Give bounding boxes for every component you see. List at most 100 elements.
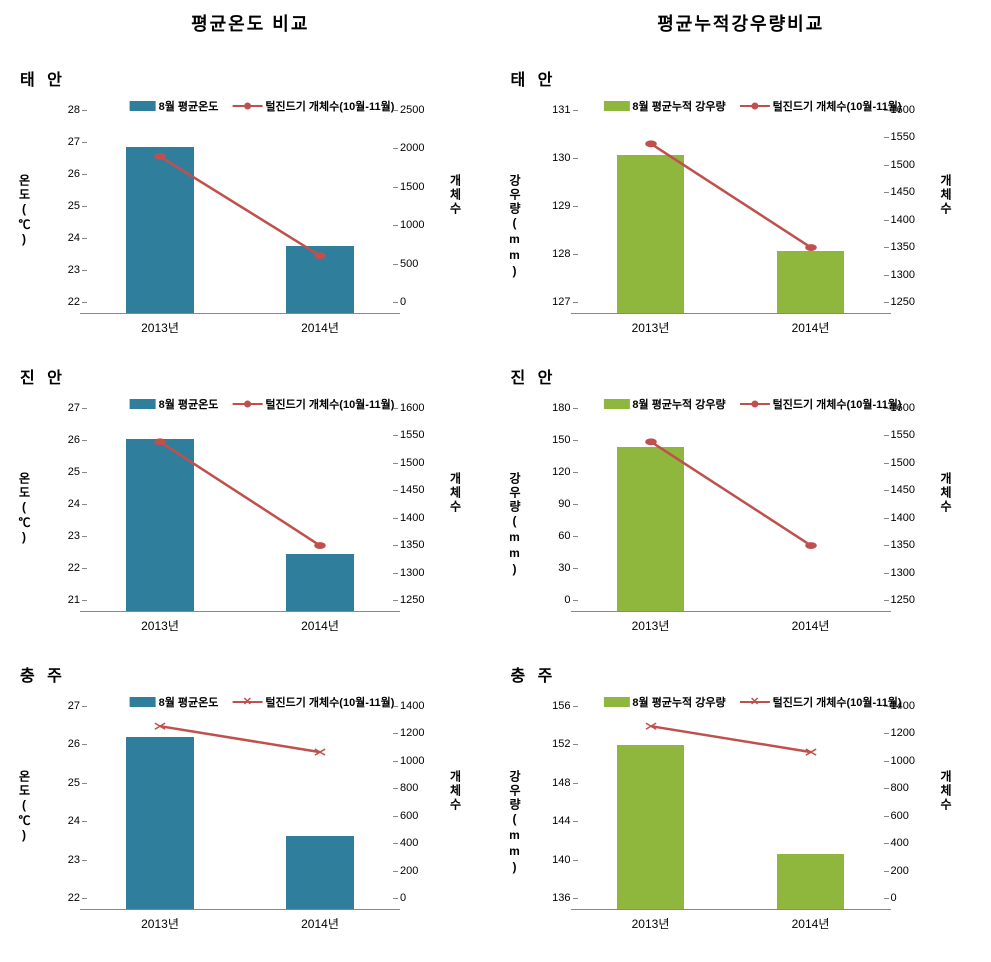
y-tick-right: 400 bbox=[400, 837, 450, 849]
y-tick-right: 0 bbox=[891, 892, 941, 904]
x-tick-label: 2014년 bbox=[792, 915, 830, 932]
y-axis-left: 21222324252627 bbox=[30, 420, 80, 612]
legend-swatch-line bbox=[232, 105, 262, 107]
y-title-right: 개체수 bbox=[938, 174, 955, 216]
y-tick-right: 1400 bbox=[891, 214, 941, 226]
legend-swatch-bar bbox=[603, 697, 629, 707]
line-marker bbox=[645, 140, 657, 147]
x-tick-label: 2013년 bbox=[632, 915, 670, 932]
region-title: 충 주 bbox=[511, 662, 972, 686]
y-tick-right: 1300 bbox=[891, 567, 941, 579]
y-tick-left: 150 bbox=[521, 434, 571, 446]
plot-area bbox=[80, 122, 400, 314]
x-tick-label: 2013년 bbox=[141, 915, 179, 932]
chart-cell: 충 주8월 평균온도✕털진드기 개체수(10월-11월)222324252627… bbox=[20, 662, 481, 940]
y-axis-right: 0200400600800100012001400 bbox=[891, 718, 941, 910]
legend-swatch-line bbox=[740, 403, 770, 405]
y-tick-left: 27 bbox=[30, 136, 80, 148]
y-tick-left: 128 bbox=[521, 248, 571, 260]
y-tick-right: 600 bbox=[891, 810, 941, 822]
y-title-left: 강우량(mm) bbox=[507, 770, 524, 876]
y-tick-left: 0 bbox=[521, 594, 571, 606]
y-tick-right: 1500 bbox=[400, 181, 450, 193]
chart-wrap: 8월 평균누적 강우량털진드기 개체수(10월-11월)030609012015… bbox=[511, 392, 951, 642]
plot-area bbox=[80, 718, 400, 910]
plot-area bbox=[80, 420, 400, 612]
y-tick-right: 1200 bbox=[400, 727, 450, 739]
y-axis-right: 05001000150020002500 bbox=[400, 122, 450, 314]
legend-swatch-line bbox=[740, 105, 770, 107]
y-title-right: 개체수 bbox=[447, 174, 464, 216]
y-tick-left: 24 bbox=[30, 815, 80, 827]
y-tick-right: 2000 bbox=[400, 142, 450, 154]
y-tick-left: 28 bbox=[30, 104, 80, 116]
line-series bbox=[571, 122, 891, 313]
chart-legend: 8월 평균누적 강우량털진드기 개체수(10월-11월) bbox=[603, 98, 901, 114]
x-axis: 2013년 2014년 bbox=[571, 319, 891, 336]
y-tick-right: 1250 bbox=[891, 296, 941, 308]
y-tick-right: 1300 bbox=[891, 269, 941, 281]
y-tick-right: 500 bbox=[400, 258, 450, 270]
line-series bbox=[80, 718, 400, 909]
x-tick-label: 2013년 bbox=[632, 319, 670, 336]
x-tick-label: 2014년 bbox=[792, 319, 830, 336]
y-tick-left: 23 bbox=[30, 530, 80, 542]
y-axis-left: 222324252627 bbox=[30, 718, 80, 910]
legend-swatch-bar bbox=[603, 101, 629, 111]
y-title-left: 온도(℃) bbox=[16, 174, 33, 248]
x-tick-label: 2013년 bbox=[141, 617, 179, 634]
y-tick-left: 25 bbox=[30, 200, 80, 212]
chart-cell: 태 안8월 평균누적 강우량털진드기 개체수(10월-11월)127128129… bbox=[511, 66, 972, 344]
x-tick-label: 2014년 bbox=[301, 617, 339, 634]
region-title: 진 안 bbox=[20, 364, 481, 388]
column-header-right: 평균누적강우량비교 bbox=[511, 10, 972, 36]
region-title: 충 주 bbox=[20, 662, 481, 686]
x-axis: 2013년 2014년 bbox=[571, 915, 891, 932]
y-tick-left: 23 bbox=[30, 854, 80, 866]
y-tick-left: 90 bbox=[521, 498, 571, 510]
chart-legend: 8월 평균온도✕털진드기 개체수(10월-11월) bbox=[130, 694, 395, 710]
chart-cell: 태 안8월 평균온도털진드기 개체수(10월-11월)2223242526272… bbox=[20, 66, 481, 344]
y-tick-left: 26 bbox=[30, 168, 80, 180]
y-tick-right: 1250 bbox=[400, 594, 450, 606]
y-tick-right: 1600 bbox=[891, 402, 941, 414]
y-tick-right: 0 bbox=[400, 296, 450, 308]
y-tick-right: 1000 bbox=[400, 219, 450, 231]
y-tick-left: 30 bbox=[521, 562, 571, 574]
y-axis-left: 136140144148152156 bbox=[521, 718, 571, 910]
chart-cell: 진 안8월 평균누적 강우량털진드기 개체수(10월-11월)030609012… bbox=[511, 364, 972, 642]
legend-label-bar: 8월 평균누적 강우량 bbox=[632, 694, 725, 710]
chart-cell: 진 안8월 평균온도털진드기 개체수(10월-11월)2122232425262… bbox=[20, 364, 481, 642]
legend-item-line: ✕털진드기 개체수(10월-11월) bbox=[232, 694, 394, 710]
chart-legend: 8월 평균온도털진드기 개체수(10월-11월) bbox=[130, 98, 395, 114]
region-title: 태 안 bbox=[511, 66, 972, 90]
y-tick-right: 1400 bbox=[891, 700, 941, 712]
chart-legend: 8월 평균누적 강우량 ✕털진드기 개체수(10월-11월) bbox=[603, 694, 901, 710]
y-tick-left: 148 bbox=[521, 777, 571, 789]
y-title-right: 개체수 bbox=[938, 472, 955, 514]
y-axis-right: 0200400600800100012001400 bbox=[400, 718, 450, 910]
y-tick-right: 1400 bbox=[400, 512, 450, 524]
y-tick-right: 1600 bbox=[891, 104, 941, 116]
line-marker bbox=[805, 542, 817, 549]
y-tick-left: 144 bbox=[521, 815, 571, 827]
region-title: 진 안 bbox=[511, 364, 972, 388]
legend-item-bar: 8월 평균온도 bbox=[130, 98, 219, 114]
y-tick-right: 800 bbox=[891, 782, 941, 794]
y-tick-right: 1500 bbox=[891, 457, 941, 469]
line-series bbox=[571, 718, 891, 909]
legend-label-line: 털진드기 개체수(10월-11월) bbox=[265, 694, 394, 710]
y-tick-left: 22 bbox=[30, 562, 80, 574]
y-tick-right: 1550 bbox=[400, 429, 450, 441]
x-tick-label: 2013년 bbox=[141, 319, 179, 336]
y-tick-right: 1350 bbox=[400, 539, 450, 551]
legend-item-line: ✕털진드기 개체수(10월-11월) bbox=[740, 694, 902, 710]
y-tick-right: 1450 bbox=[400, 484, 450, 496]
y-tick-right: 800 bbox=[400, 782, 450, 794]
y-tick-right: 1500 bbox=[891, 159, 941, 171]
y-tick-left: 24 bbox=[30, 232, 80, 244]
y-tick-left: 26 bbox=[30, 434, 80, 446]
y-tick-left: 25 bbox=[30, 466, 80, 478]
legend-label-line: 털진드기 개체수(10월-11월) bbox=[773, 98, 902, 114]
y-tick-left: 129 bbox=[521, 200, 571, 212]
